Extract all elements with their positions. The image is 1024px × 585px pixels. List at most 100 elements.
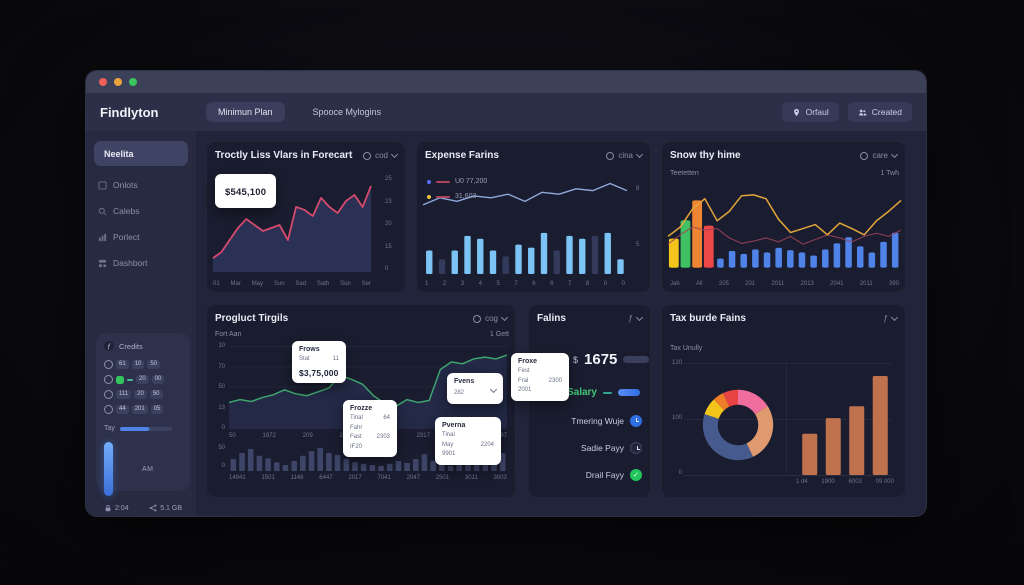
amount-pill: [623, 356, 650, 363]
x-axis-label: 6: [550, 281, 554, 287]
x-axis-label: 3011: [464, 475, 478, 481]
x-axis-label: 6: [532, 281, 536, 287]
gear-icon: [363, 151, 372, 160]
lock-icon: [104, 504, 112, 512]
x-axis-label: 2011: [859, 281, 873, 287]
product-subtitle-left: Fort Aan: [215, 331, 242, 338]
x-axis-label: 0: [603, 281, 608, 287]
tax-card: Tax burde Fains ƒ Tax Unully 120 100 0 1 d…: [661, 304, 906, 498]
sidebar-item-3[interactable]: Porlect: [86, 224, 196, 250]
close-window-button[interactable]: [99, 78, 107, 86]
x-axis-label: 2013: [800, 281, 814, 287]
toggle-track: [603, 391, 612, 394]
share-icon: [149, 504, 157, 512]
credit-chip: 20: [134, 389, 147, 400]
sidebar-item-4[interactable]: Dashbort: [86, 250, 196, 276]
tax-subtitle: Tax Unully: [670, 345, 703, 352]
x-axis-label: 2017: [348, 475, 362, 481]
x-axis-label: 1148: [290, 475, 304, 481]
card-title: Snow thy hime: [670, 150, 741, 161]
chart-tooltip: $545,100: [215, 174, 277, 208]
falins-item-1[interactable]: Sadie Payy: [581, 442, 642, 454]
sidebar-item-label: Dashbort: [113, 258, 148, 268]
chevron-down-icon: [390, 150, 399, 159]
minimize-window-button[interactable]: [114, 78, 122, 86]
sidebar-item-0[interactable]: Neelita: [94, 141, 188, 166]
maximize-window-button[interactable]: [129, 78, 137, 86]
tab-0[interactable]: Minimun Plan: [206, 102, 285, 122]
radio-icon[interactable]: [104, 375, 113, 384]
widget-stat-value: 2:04: [115, 504, 129, 512]
clock-circle-icon: [630, 442, 642, 454]
x-axis: 14941 1501 1148 6447 2017 7041 2047 2501 3011 300…: [229, 475, 507, 481]
credit-chip: 44: [116, 404, 129, 415]
sidebar-nav: Neelita Onlots Calebs Porlect Dashbort: [86, 131, 196, 276]
chevron-down-icon: [890, 150, 899, 159]
x-axis-label: Mar: [230, 281, 241, 287]
x-axis-label: 1900: [821, 479, 835, 485]
radio-icon[interactable]: [104, 360, 113, 369]
y-axis-label: 23: [385, 198, 392, 205]
chart-tooltip: Froxe Fest Fral 2300 2001: [511, 353, 569, 401]
snow-card: Snow thy hime care Teetetten 1 Twh Jab Al…: [661, 141, 906, 293]
y-axis: 50 0: [213, 445, 225, 469]
credits-widget: ƒ Credits 61 10 50 20 00 111 20 50 44 201 05 Tay A…: [96, 333, 190, 512]
users-icon: [858, 108, 867, 117]
x-axis-label: 3: [460, 281, 465, 287]
sidebar-item-label: Onlots: [113, 180, 138, 190]
x-axis-label: 201: [745, 281, 756, 287]
y-axis-label: 25: [385, 176, 392, 182]
y-axis-label: 0: [221, 425, 225, 431]
snow-subtitle-left: Teetetten: [670, 170, 699, 177]
card-menu-dropdown[interactable]: ƒ: [629, 313, 644, 323]
card-title: Progluct Tirgils: [215, 313, 289, 324]
falins-card: Falins ƒ Froxe Fest Fral 2300 2001 $1675 …: [511, 304, 651, 498]
x-axis-label: May: [251, 281, 264, 287]
expense-chart: [423, 174, 627, 274]
falins-item-0[interactable]: Tmering Wuje: [571, 415, 642, 427]
sidebar-item-1[interactable]: Onlots: [86, 172, 196, 198]
salary-row: Salary: [567, 387, 640, 398]
y-axis-label: 10: [218, 343, 225, 349]
app-window: Findlyton Minimun Plan Spooce Mylogins Or…: [85, 70, 927, 517]
card-menu-dropdown[interactable]: cog: [473, 313, 509, 323]
radio-icon[interactable]: [104, 405, 113, 414]
sidebar-item-2[interactable]: Calebs: [86, 198, 196, 224]
x-axis-label: 209: [302, 433, 313, 439]
x-axis-label: 2: [442, 281, 447, 287]
x-axis-label: 2041: [830, 281, 844, 287]
falins-item-label: Tmering Wuje: [571, 416, 624, 426]
x-axis-label: 7: [514, 281, 518, 287]
chart-tooltip: Pverna Tinal May 2204 9901: [435, 417, 501, 465]
y-axis-label: 50: [218, 384, 225, 390]
sidebar-item-label: Calebs: [113, 206, 140, 216]
dash-icon: [127, 378, 133, 381]
pin-icon: [792, 108, 801, 117]
product-subtitle-right: 1 Gett: [489, 331, 509, 338]
y-axis: 120 100 0: [666, 360, 682, 476]
credit-chip: 05: [150, 404, 164, 415]
credit-row-3: 44 201 05: [104, 402, 182, 417]
tooltip-value: $545,100: [225, 187, 267, 198]
falins-item-2[interactable]: Drail Fayy: [586, 469, 642, 481]
y-axis-label: 20: [385, 221, 392, 227]
x-axis-label: 5: [496, 281, 500, 287]
tab-1[interactable]: Spooce Mylogins: [312, 107, 382, 117]
legend-swatch: [436, 180, 450, 183]
chevron-down-icon: [500, 313, 509, 322]
salary-toggle[interactable]: [618, 389, 640, 396]
x-axis: 01 Mar May Sun Sad Sath Sun Ser: [213, 281, 371, 287]
action-button-0[interactable]: Orfaul: [781, 102, 839, 122]
credit-chip: 50: [149, 389, 163, 400]
card-menu-dropdown[interactable]: cina: [606, 150, 644, 160]
card-menu-dropdown[interactable]: ƒ: [884, 313, 899, 323]
action-button-1[interactable]: Created: [847, 102, 912, 122]
x-axis-label: Sun: [340, 281, 351, 287]
check-circle-icon: [630, 469, 642, 481]
card-menu-dropdown[interactable]: care: [860, 150, 899, 160]
radio-icon[interactable]: [104, 390, 113, 399]
x-axis-label: 2317: [416, 433, 430, 439]
card-menu-dropdown[interactable]: cod: [363, 150, 399, 160]
widget-stat-1: 5.1 GB: [149, 504, 182, 512]
